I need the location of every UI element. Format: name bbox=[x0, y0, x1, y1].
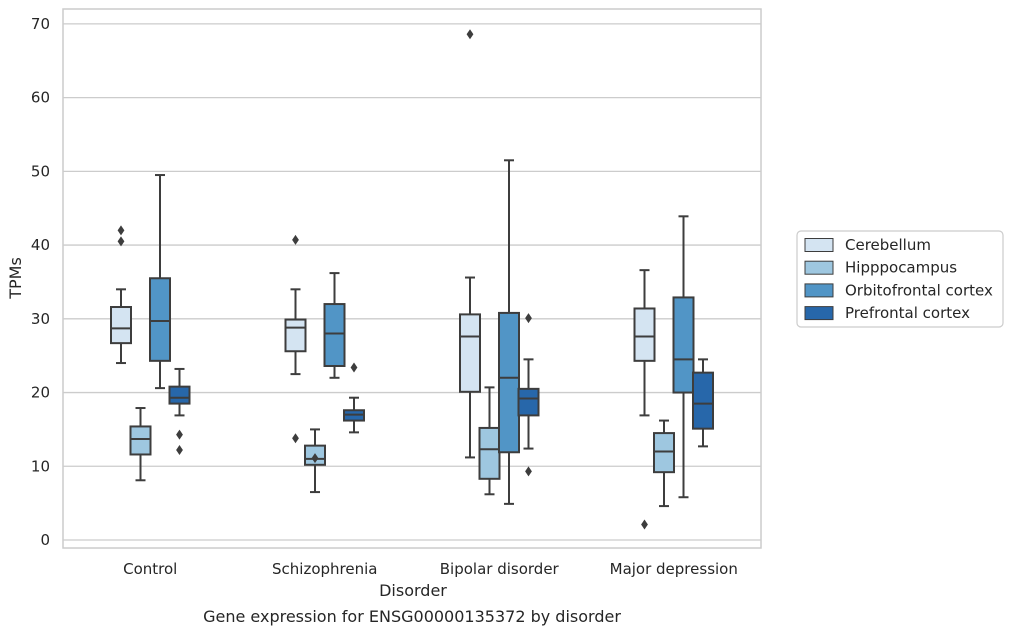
y-tick-label: 40 bbox=[31, 236, 50, 254]
box-iqr bbox=[633, 307, 656, 362]
box bbox=[672, 215, 695, 499]
box bbox=[149, 174, 171, 390]
outlier-point bbox=[641, 519, 648, 530]
legend-frame bbox=[796, 230, 1004, 328]
legend-swatch bbox=[804, 260, 834, 275]
outlier-point bbox=[117, 236, 125, 247]
box-plot-area bbox=[110, 29, 714, 530]
box-iqr bbox=[459, 313, 481, 393]
x-axis-ticks: Control Schizophrenia Bipolar disorder Majo… bbox=[123, 560, 738, 578]
x-tick-label: Major depression bbox=[610, 560, 738, 578]
box-iqr bbox=[517, 387, 540, 417]
box bbox=[129, 407, 152, 482]
box bbox=[284, 234, 307, 444]
box-iqr bbox=[284, 318, 307, 353]
y-tick-label: 70 bbox=[31, 15, 50, 33]
box-iqr bbox=[110, 306, 132, 345]
outlier-point bbox=[292, 234, 299, 245]
outlier-point bbox=[525, 313, 532, 324]
box-iqr bbox=[149, 277, 171, 362]
box bbox=[692, 358, 714, 448]
box bbox=[343, 362, 365, 434]
box bbox=[633, 269, 656, 530]
y-axis-ticks: 0 10 20 30 40 50 60 70 bbox=[31, 15, 50, 549]
x-tick-label: Schizophrenia bbox=[272, 560, 377, 578]
y-tick-label: 60 bbox=[31, 89, 50, 107]
legend-swatch bbox=[804, 283, 834, 298]
legend: Cerebellum Hipppocampus Orbitofrontal cort… bbox=[796, 230, 1004, 328]
legend-label: Orbitofrontal cortex bbox=[845, 281, 993, 299]
box-iqr bbox=[498, 311, 520, 454]
legend-swatch bbox=[804, 238, 834, 252]
box bbox=[323, 272, 346, 379]
outlier-point bbox=[466, 29, 474, 40]
box-iqr bbox=[129, 425, 152, 456]
plot-frame bbox=[62, 8, 762, 549]
box bbox=[517, 313, 540, 477]
outlier-point bbox=[311, 453, 319, 464]
x-tick-label: Control bbox=[123, 560, 177, 578]
y-tick-label: 0 bbox=[40, 531, 50, 549]
outlier-point bbox=[525, 466, 532, 477]
box-iqr bbox=[692, 371, 714, 430]
box bbox=[478, 386, 501, 496]
legend-swatch bbox=[804, 306, 834, 321]
legend-label: Cerebellum bbox=[845, 236, 931, 254]
box-iqr bbox=[323, 303, 346, 367]
box bbox=[459, 29, 481, 459]
y-tick-label: 10 bbox=[31, 457, 50, 475]
y-tick-label: 20 bbox=[31, 384, 50, 402]
y-tick-label: 30 bbox=[31, 310, 50, 328]
box-iqr bbox=[168, 385, 191, 405]
box bbox=[168, 367, 191, 456]
box bbox=[110, 225, 132, 365]
outlier-point bbox=[176, 429, 183, 440]
outlier-point bbox=[117, 225, 125, 236]
y-axis-label: TPMs bbox=[6, 257, 25, 300]
box bbox=[498, 159, 520, 505]
box-iqr bbox=[672, 296, 695, 394]
legend-label: Hipppocampus bbox=[845, 259, 957, 277]
outlier-point bbox=[350, 362, 358, 373]
box bbox=[304, 428, 326, 494]
box-iqr bbox=[478, 426, 501, 480]
outlier-point bbox=[292, 433, 299, 444]
outlier-point bbox=[176, 445, 183, 456]
x-axis-label: Disorder bbox=[379, 581, 447, 600]
chart-caption: Gene expression for ENSG00000135372 by d… bbox=[203, 607, 621, 626]
legend-label: Prefrontal cortex bbox=[845, 304, 970, 322]
box bbox=[653, 419, 675, 508]
y-tick-label: 50 bbox=[31, 162, 50, 180]
box-iqr bbox=[653, 432, 675, 474]
x-tick-label: Bipolar disorder bbox=[440, 560, 560, 578]
